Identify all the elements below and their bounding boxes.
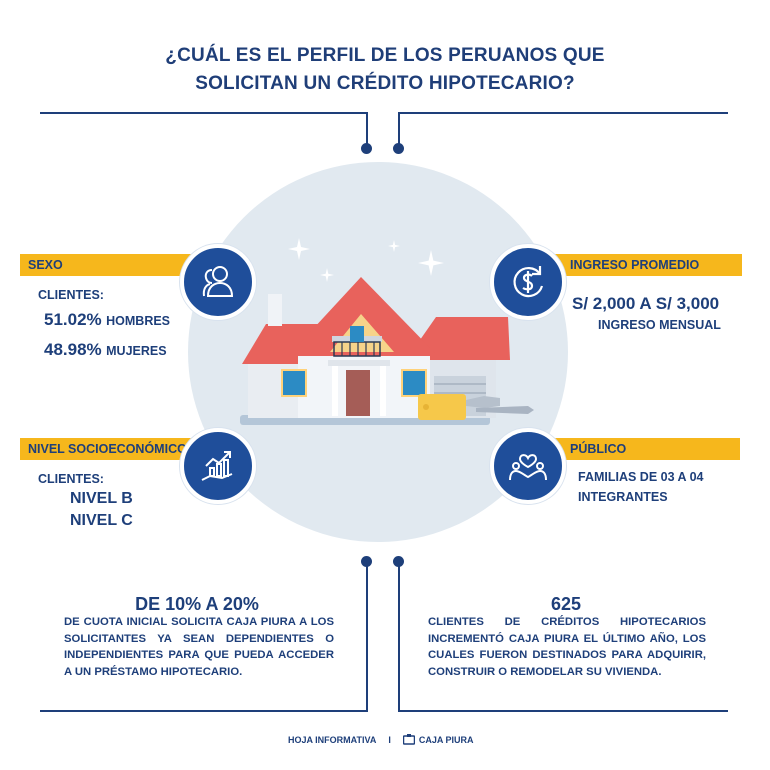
- creditos-line-3: CUALES FUERON DESTINADOS PARA ADQUIRIR,: [428, 649, 706, 661]
- cuota-line-2: SOLICITANTES YA SEAN DEPENDIENTES O: [64, 632, 334, 645]
- nivel-b: NIVEL B: [70, 490, 133, 507]
- mujeres-label: MUJERES: [106, 344, 167, 358]
- hombres-value: 51.02%: [44, 310, 102, 329]
- publico-label: PÚBLICO: [570, 442, 627, 456]
- nivel-bar: NIVEL SOCIOECONÓMICO: [20, 438, 200, 460]
- top-right-drop: [398, 112, 400, 148]
- sparkle-icon: [418, 250, 444, 276]
- top-right-dot: [393, 143, 404, 154]
- ingreso-value: S/ 2,000 A S/ 3,000: [572, 294, 720, 313]
- cuota-paragraph: DE CUOTA INICIAL SOLICITA CAJA PIURA A L…: [64, 614, 334, 680]
- ingreso-label: INGRESO PROMEDIO: [570, 258, 700, 272]
- sparkle-icon: [320, 268, 334, 282]
- sexo-bar: SEXO: [20, 254, 200, 276]
- ingreso-sub: INGRESO MENSUAL: [598, 318, 721, 332]
- title-line-1: ¿CUÁL ES EL PERFIL DE LOS PERUANOS QUE: [165, 45, 605, 66]
- top-right-rule: [398, 112, 728, 114]
- bottom-left-rise: [366, 562, 368, 712]
- creditos-line-2: INCREMENTÓ CAJA PIURA EL ÚLTIMO AÑO, LOS: [428, 632, 706, 645]
- sexo-hombres: 51.02% HOMBRES: [44, 310, 170, 330]
- nivel-label: NIVEL SOCIOECONÓMICO: [28, 442, 187, 456]
- publico-bar: PÚBLICO: [540, 438, 740, 460]
- footer-brand: CAJA PIURA: [418, 734, 474, 745]
- caja-piura-logo: [402, 734, 415, 745]
- creditos-headline: 625: [550, 594, 582, 614]
- sexo-label: SEXO: [28, 258, 63, 272]
- bottom-left-rule: [40, 710, 368, 712]
- cuota-headline: DE 10% A 20%: [135, 594, 259, 614]
- top-left-dot: [361, 143, 372, 154]
- cuota-line-4: A UN PRÉSTAMO HIPOTECARIO.: [64, 665, 243, 678]
- bottom-left-dot: [361, 556, 372, 567]
- sexo-clientes: CLIENTES:: [38, 288, 104, 302]
- sexo-icon-circle: [180, 244, 256, 320]
- nivel-c: NIVEL C: [70, 512, 133, 529]
- growth-chart-hand-icon: [201, 451, 233, 481]
- mujeres-value: 48.98%: [44, 340, 102, 359]
- footer-separator: I: [388, 734, 391, 745]
- ingreso-icon-circle: [490, 244, 566, 320]
- sexo-mujeres: 48.98% MUJERES: [44, 340, 167, 360]
- hombres-label: HOMBRES: [106, 314, 171, 328]
- house-illustration: [240, 277, 534, 425]
- cuota-line-1: DE CUOTA INICIAL SOLICITA CAJA PIURA A L…: [64, 616, 334, 628]
- creditos-line-1: CLIENTES DE CRÉDITOS HIPOTECARIOS: [428, 616, 706, 628]
- cuota-line-3: INDEPENDIENTES PARA QUE PUEDA ACCEDER: [64, 649, 334, 661]
- sparkle-icon: [388, 240, 400, 252]
- bottom-right-rule: [398, 710, 728, 712]
- page-title: ¿CUÁL ES EL PERFIL DE LOS PERUANOS QUE S…: [0, 42, 770, 98]
- bottom-right-rise: [398, 562, 400, 712]
- publico-icon-circle: [490, 428, 566, 504]
- creditos-line-4: CONSTRUIR O REMODELAR SU VIVIENDA.: [428, 665, 662, 678]
- publico-line2: INTEGRANTES: [578, 490, 668, 504]
- ingreso-bar: INGRESO PROMEDIO: [540, 254, 742, 276]
- dollar-refresh-icon: [513, 266, 544, 298]
- title-line-2: SOLICITAN UN CRÉDITO HIPOTECARIO?: [195, 73, 575, 94]
- nivel-icon-circle: [180, 428, 256, 504]
- creditos-paragraph: CLIENTES DE CRÉDITOS HIPOTECARIOS INCREM…: [428, 614, 706, 680]
- users-icon: [202, 266, 234, 297]
- top-left-drop: [366, 112, 368, 148]
- family-heart-icon: [509, 454, 547, 481]
- footer-label: HOJA INFORMATIVA: [288, 734, 377, 745]
- publico-line1: FAMILIAS DE 03 A 04: [578, 470, 704, 484]
- sparkle-icon: [288, 238, 310, 260]
- top-left-rule: [40, 112, 367, 114]
- footer: HOJA INFORMATIVA I CAJA PIURA: [288, 734, 474, 745]
- nivel-clientes: CLIENTES:: [38, 472, 104, 486]
- bottom-right-dot: [393, 556, 404, 567]
